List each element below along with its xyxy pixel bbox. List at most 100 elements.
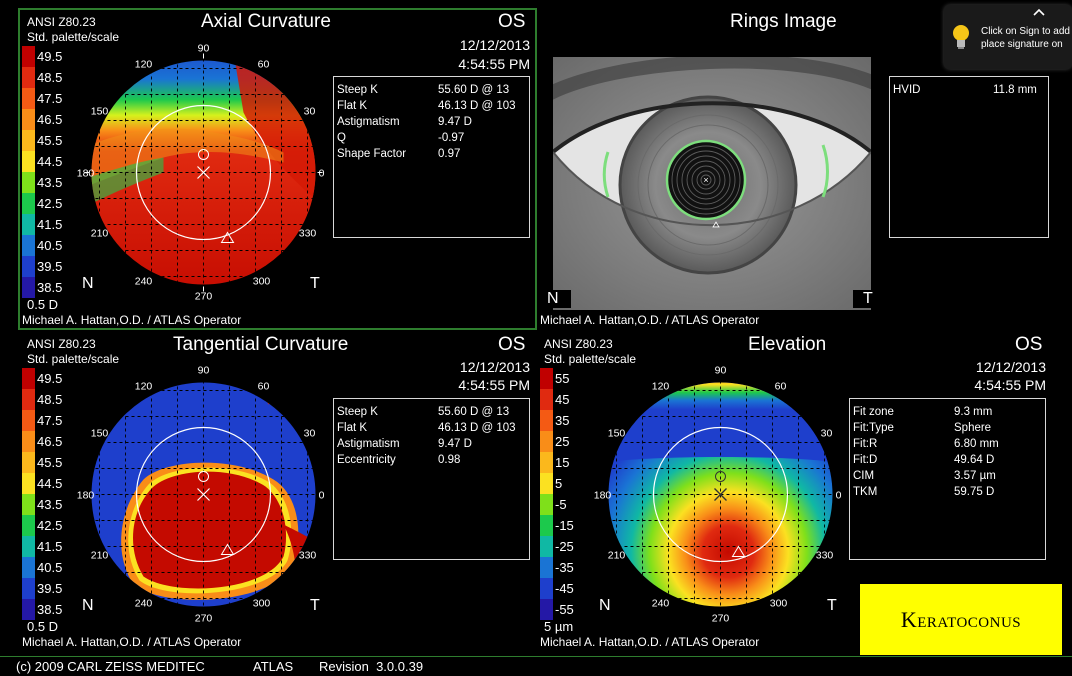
scale-label: 38.5 (37, 280, 63, 295)
axial-time: 4:54:55 PM (458, 56, 530, 72)
axis-label-300: 300 (253, 598, 271, 610)
svg-text:×: × (703, 175, 708, 185)
axial-eye: OS (498, 11, 526, 32)
info-key: Astigmatism (337, 438, 400, 450)
info-value: 9.3 mm (954, 406, 993, 418)
axial-curvature-map[interactable]: 90 60 30 0 330 300 270 240 210 180 150 1… (76, 43, 331, 303)
tangential-time: 4:54:55 PM (458, 377, 530, 393)
info-value: 49.64 D (954, 454, 995, 466)
tangential-temporal-label: T (310, 597, 320, 614)
scale-swatch (540, 473, 553, 494)
scale-label: 44.5 (37, 154, 63, 169)
axis-label-60: 60 (258, 59, 270, 71)
info-key: Fit:D (853, 454, 878, 466)
scale-label: 48.5 (37, 392, 63, 407)
scale-label: 41.5 (37, 539, 63, 554)
scale-label: 15 (555, 455, 570, 470)
scale-label: 45.5 (37, 133, 63, 148)
info-value: 11.8 mm (993, 84, 1037, 96)
tangential-nasal-label: N (82, 597, 94, 614)
axis-label-270: 270 (712, 613, 730, 625)
axis-label-270: 270 (195, 291, 213, 303)
tangential-color-scale: 49.5 48.5 47.5 46.5 45.5 44.5 43.5 42.5 … (22, 368, 92, 620)
info-value: 55.60 D @ 13 (438, 84, 510, 96)
scale-label: 55 (555, 371, 570, 386)
scale-swatch (540, 515, 553, 536)
axis-label-180: 180 (77, 490, 95, 502)
scale-swatch (540, 410, 553, 431)
scale-swatch (540, 368, 553, 389)
info-value: 59.75 D (954, 486, 995, 498)
axis-label-210: 210 (608, 550, 626, 562)
tooltip-line1: Click on Sign to add (981, 26, 1070, 37)
scale-swatch (22, 67, 35, 88)
axial-date: 12/12/2013 (459, 37, 530, 53)
elevation-step: 5 µm (544, 619, 574, 634)
signature-tooltip[interactable]: Click on Sign to add place signature on (944, 5, 1072, 69)
scale-swatch (540, 494, 553, 515)
axial-temporal-label: T (310, 275, 320, 292)
info-key: Flat K (337, 422, 368, 434)
scale-label: 42.5 (37, 196, 63, 211)
scale-swatch (540, 599, 553, 620)
elevation-eye: OS (1015, 334, 1043, 355)
axis-label-120: 120 (135, 59, 153, 71)
tooltip-line2: place signature on (981, 39, 1063, 50)
scale-label: 46.5 (37, 112, 63, 127)
scale-label: 47.5 (37, 91, 63, 106)
footer-copyright: (c) 2009 CARL ZEISS MEDITEC (16, 659, 205, 674)
footer-revision: Revision 3.0.0.39 (319, 659, 424, 674)
scale-swatch (22, 109, 35, 130)
tooltip-chevron-icon[interactable] (1031, 5, 1047, 17)
scale-label: 49.5 (37, 49, 63, 64)
axis-label-60: 60 (258, 381, 270, 393)
scale-swatch (22, 410, 35, 431)
info-value: 9.47 D (438, 116, 472, 128)
axis-label-120: 120 (652, 381, 670, 393)
elevation-palette: Std. palette/scale (544, 352, 637, 366)
axis-label-0: 0 (319, 168, 325, 180)
tangential-curvature-map[interactable]: 90 60 30 0 330 300 270 240 210 180 150 1… (76, 365, 331, 625)
info-value: 9.47 D (438, 438, 472, 450)
scale-swatch (22, 578, 35, 599)
info-value: 0.97 (438, 148, 461, 160)
info-key: Steep K (337, 406, 378, 418)
scale-swatch (540, 452, 553, 473)
scale-label: -15 (555, 518, 574, 533)
rings-eye-image[interactable]: × (553, 57, 871, 310)
info-key: Astigmatism (337, 116, 400, 128)
scale-swatch (22, 473, 35, 494)
axial-title: Axial Curvature (201, 11, 331, 32)
axial-step: 0.5 D (27, 297, 59, 312)
scale-label: 5 (555, 476, 563, 491)
scale-label: 41.5 (37, 217, 63, 232)
scale-label: 42.5 (37, 518, 63, 533)
scale-label: 48.5 (37, 70, 63, 85)
elevation-operator: Michael A. Hattan,O.D. / ATLAS Operator (540, 635, 760, 649)
info-key: Fit zone (853, 406, 894, 418)
scale-swatch (22, 214, 35, 235)
elevation-nasal-label: N (599, 597, 611, 614)
axial-curvature-panel[interactable] (18, 8, 537, 330)
axial-nasal-label: N (82, 275, 94, 292)
tangential-standard: ANSI Z80.23 (27, 337, 96, 351)
axial-standard: ANSI Z80.23 (27, 15, 96, 29)
axis-label-180: 180 (594, 490, 612, 502)
scale-label: 43.5 (37, 497, 63, 512)
tangential-operator: Michael A. Hattan,O.D. / ATLAS Operator (22, 635, 242, 649)
tangential-step: 0.5 D (27, 619, 59, 634)
scale-swatch (22, 515, 35, 536)
elevation-standard: ANSI Z80.23 (544, 337, 613, 351)
axis-label-210: 210 (91, 550, 109, 562)
elevation-temporal-label: T (827, 597, 837, 614)
scale-swatch (22, 494, 35, 515)
scale-swatch (22, 88, 35, 109)
lightbulb-icon (951, 23, 971, 51)
axis-label-90: 90 (198, 43, 210, 55)
elevation-title: Elevation (748, 334, 827, 355)
info-key: TKM (853, 486, 878, 498)
axis-label-150: 150 (91, 106, 109, 118)
info-key: Flat K (337, 100, 368, 112)
scale-swatch (22, 277, 35, 298)
elevation-map[interactable]: 90 60 30 0 330 300 270 240 210 180 150 1… (593, 365, 848, 625)
